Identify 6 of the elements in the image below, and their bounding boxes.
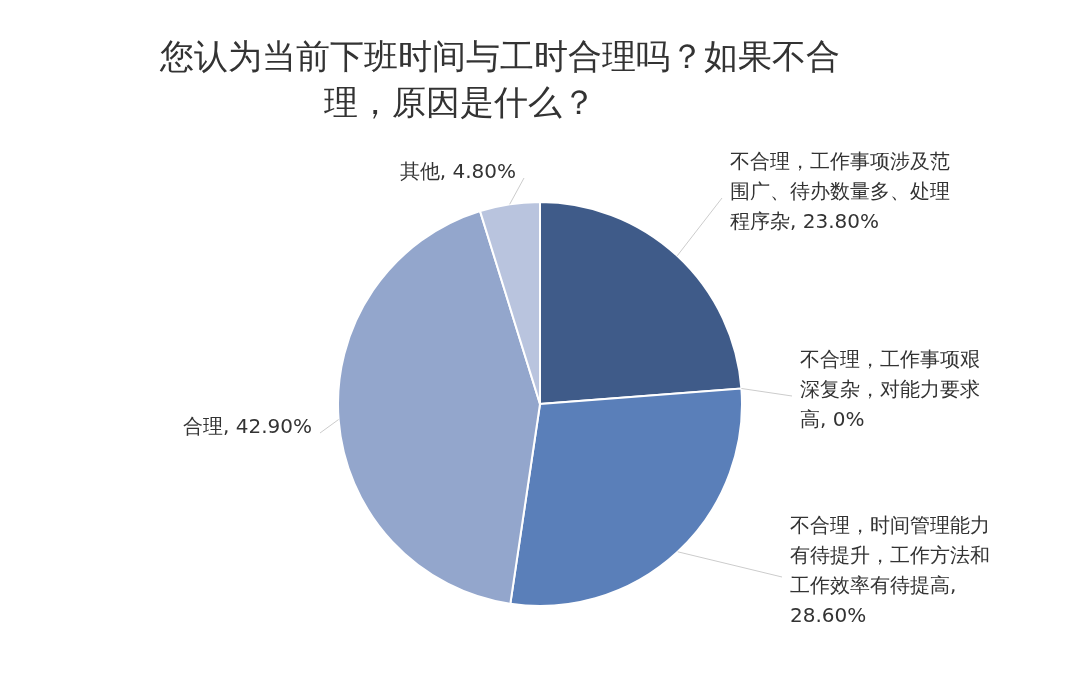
- slice-label: 不合理，工作事项涉及范围广、待办数量多、处理程序杂, 23.80%: [730, 149, 950, 233]
- chart-title: 您认为当前下班时间与工时合理吗？如果不合理，原因是什么？: [159, 36, 840, 122]
- slice-label: 不合理，时间管理能力有待提升，工作方法和工作效率有待提高, 28.60%: [790, 513, 990, 627]
- legend-label: 不合理，工作事项艰深复杂，对能力要求高, 0%: [800, 347, 980, 431]
- slice-label: 其他, 4.80%: [399, 159, 516, 183]
- slice-label: 合理, 42.90%: [183, 414, 312, 438]
